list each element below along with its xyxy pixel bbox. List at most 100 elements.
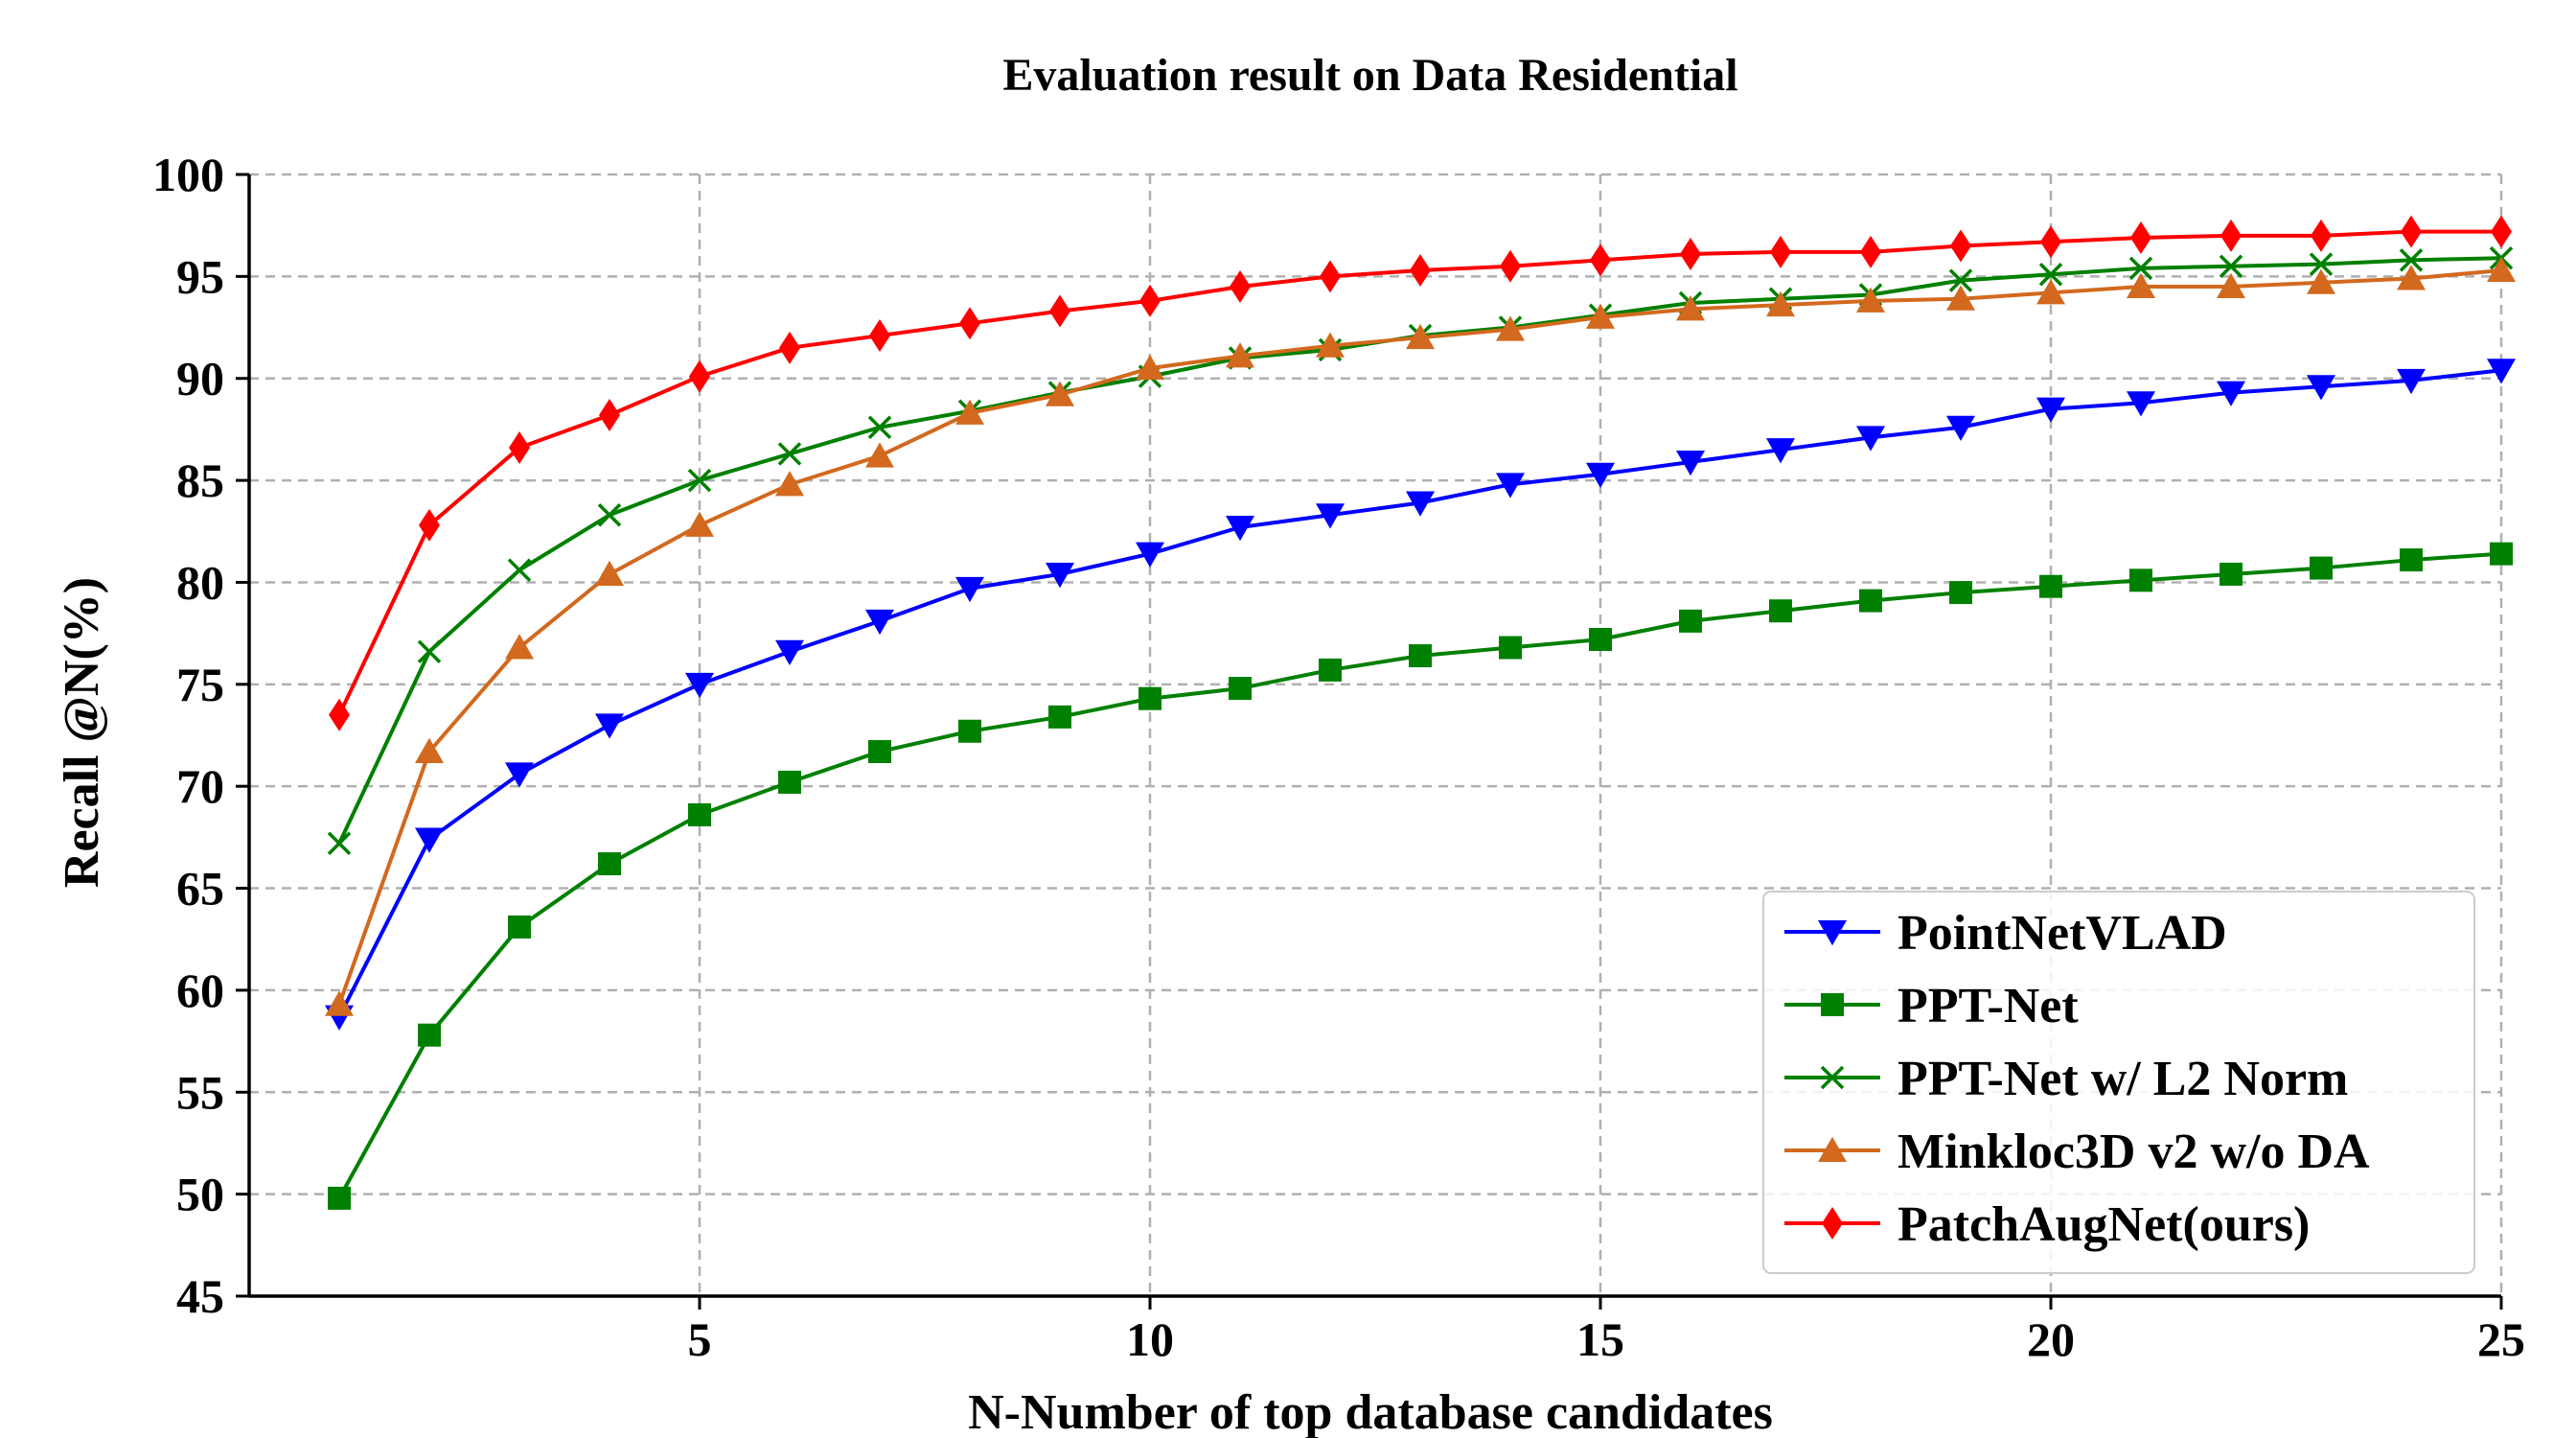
legend-marker [1822,1207,1843,1240]
data-point-ppt-net-w-l2-norm [777,442,802,466]
data-point-ppt-net-w-l2-norm [2219,254,2243,278]
data-point-minkloc3d-v2-w-o-da [2487,256,2516,282]
data-point-minkloc3d-v2-w-o-da [865,442,894,468]
data-point-patchaugnet-ours [1230,270,1251,303]
y-tick-label: 100 [152,148,224,201]
data-point-patchaugnet-ours [1680,237,1701,270]
data-point-minkloc3d-v2-w-o-da [1136,354,1164,381]
data-point-ppt-net [2490,542,2513,566]
data-point-ppt-net-w-l2-norm [417,639,442,664]
data-point-ppt-net-w-l2-norm [867,415,892,440]
data-point-ppt-net-w-l2-norm-stroke [2399,248,2424,272]
data-point-minkloc3d-v2-w-o-da [1046,381,1074,406]
data-point-pointnetvlad [685,672,714,699]
data-point-minkloc3d-v2-w-o-da [1496,315,1525,341]
y-tick-label: 75 [176,658,224,711]
data-point-pointnetvlad [865,609,894,636]
data-point-minkloc3d-v2-w-o-da [1586,303,1615,329]
y-tick-label: 60 [176,963,224,1017]
data-point-ppt-net [1409,644,1432,668]
y-axis-label: Recall @N(%) [55,577,109,888]
legend-item-pointnetvlad: PointNetVLAD [1784,906,2227,961]
data-point-patchaugnet-ours [1500,249,1521,283]
data-point-minkloc3d-v2-w-o-da [2217,272,2245,298]
data-point-ppt-net [2039,574,2062,598]
x-tick-label: 5 [688,1312,712,1366]
data-point-patchaugnet-ours [1320,260,1341,293]
data-point-ppt-net-w-l2-norm-stroke [1948,268,1973,292]
data-point-pointnetvlad [2487,359,2516,384]
legend-marker [1821,993,1844,1016]
data-point-patchaugnet-ours [2040,225,2061,259]
data-point-patchaugnet-ours [1139,284,1161,317]
data-point-patchaugnet-ours [1049,294,1070,328]
data-point-ppt-net [1679,609,1702,633]
data-point-ppt-net [1138,686,1162,710]
data-point-ppt-net [1589,628,1612,652]
data-point-ppt-net [1499,636,1522,660]
data-point-ppt-net [1769,599,1792,623]
data-point-pointnetvlad [775,639,804,666]
data-point-patchaugnet-ours [329,698,350,731]
data-point-minkloc3d-v2-w-o-da [2036,279,2065,305]
data-point-ppt-net [1319,658,1342,682]
x-axis-label: N-Number of top database candidates [968,1385,1773,1438]
legend-box [1762,891,2475,1274]
data-point-minkloc3d-v2-w-o-da [1226,342,1254,368]
data-point-pointnetvlad [595,713,624,739]
legend-label: PointNetVLAD [1898,906,2227,961]
data-point-pointnetvlad [1676,450,1705,476]
data-point-pointnetvlad [1136,542,1164,568]
x-tick-label: 25 [2477,1312,2525,1366]
grid-layer [249,173,2503,1298]
data-point-patchaugnet-ours [1770,235,1791,268]
y-tick-label: 70 [176,759,224,813]
data-point-pointnetvlad [1766,438,1795,464]
legend: PointNetVLAD PPT-Net PPT-Net w/ L2 Norm Min… [1762,891,2475,1274]
data-point-pointnetvlad [2127,391,2155,417]
data-point-ppt-net-w-l2-norm-stroke [867,415,892,440]
data-point-ppt-net [1048,705,1071,729]
legend-marker [1820,1065,1845,1090]
data-point-patchaugnet-ours [2130,220,2151,254]
data-point-pointnetvlad [505,762,534,788]
legend-label: PatchAugNet(ours) [1898,1197,2310,1252]
legend-item-ppt-net: PPT-Net [1784,979,2079,1033]
legend-label: Minkloc3D v2 w/o DA [1898,1125,2370,1179]
data-point-ppt-net-w-l2-norm-stroke [2309,252,2334,276]
data-point-minkloc3d-v2-w-o-da [1316,332,1345,358]
y-tick-label: 80 [176,555,224,609]
data-point-ppt-net [2220,562,2242,586]
data-point-pointnetvlad [1406,491,1435,517]
legend-marker [1818,1136,1847,1162]
data-point-ppt-net-w-l2-norm-stroke [417,639,442,664]
data-point-patchaugnet-ours [959,307,980,340]
data-point-patchaugnet-ours [869,319,890,353]
data-point-patchaugnet-ours [2491,215,2512,248]
data-point-pointnetvlad [2217,381,2245,406]
data-point-patchaugnet-ours [1410,253,1431,287]
data-point-patchaugnet-ours [419,508,440,542]
data-point-ppt-net [1949,581,1972,605]
data-point-ppt-net-w-l2-norm-stroke [597,503,622,527]
data-point-ppt-net-w-l2-norm-stroke [687,468,712,493]
data-point-ppt-net-w-l2-norm-stroke [2219,254,2243,278]
series-patchaugnet-ours [329,215,2512,731]
data-point-pointnetvlad [1496,473,1525,499]
data-point-patchaugnet-ours [779,331,800,364]
data-point-ppt-net-w-l2-norm [597,503,622,527]
data-point-minkloc3d-v2-w-o-da [2127,272,2155,298]
data-point-ppt-net [1859,589,1882,613]
series-minkloc3d-v2-w-o-da [325,256,2516,1016]
x-tick-label: 15 [1576,1312,1624,1366]
data-point-ppt-net [508,915,531,939]
data-point-patchaugnet-ours [509,431,530,465]
data-point-minkloc3d-v2-w-o-da [2397,265,2426,290]
data-point-minkloc3d-v2-w-o-da [1856,287,1885,313]
data-point-ppt-net [598,852,621,876]
data-point-ppt-net [2400,548,2423,572]
data-point-pointnetvlad [1046,562,1074,589]
legend-item-minkloc3d-v2-w-o-da: Minkloc3D v2 w/o DA [1784,1125,2370,1179]
